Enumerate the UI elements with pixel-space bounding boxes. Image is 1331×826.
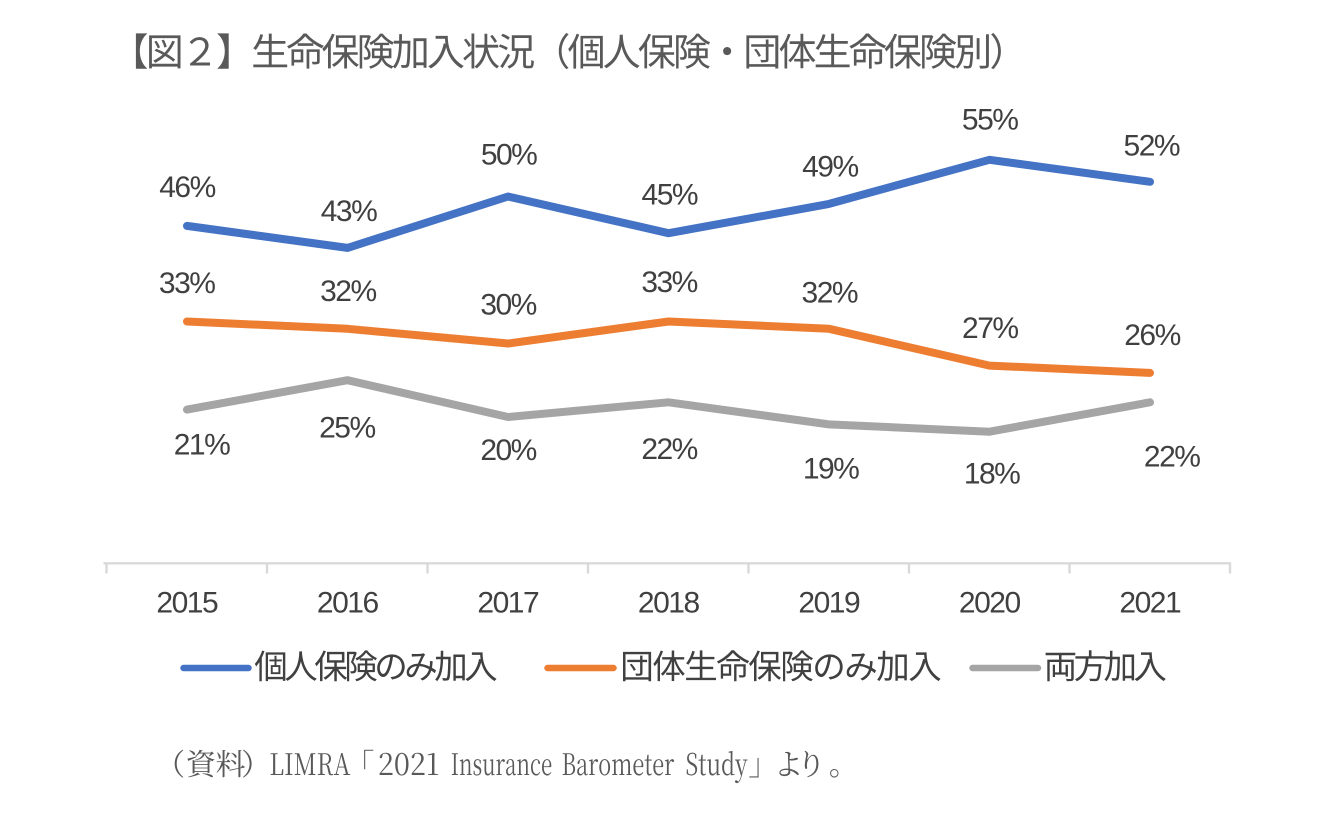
svg-text:50%: 50%: [481, 138, 537, 171]
svg-text:55%: 55%: [962, 104, 1018, 137]
svg-text:33%: 33%: [641, 266, 697, 299]
svg-text:2015: 2015: [156, 587, 218, 620]
svg-text:19%: 19%: [803, 453, 859, 486]
svg-text:45%: 45%: [642, 178, 698, 211]
svg-text:2020: 2020: [959, 587, 1021, 620]
svg-text:2018: 2018: [638, 587, 700, 620]
svg-text:22%: 22%: [1144, 441, 1200, 474]
svg-text:20%: 20%: [480, 434, 536, 467]
svg-text:43%: 43%: [321, 195, 377, 228]
svg-text:46%: 46%: [159, 171, 215, 204]
svg-text:32%: 32%: [320, 275, 376, 308]
svg-text:49%: 49%: [802, 151, 858, 184]
svg-text:25%: 25%: [319, 412, 375, 445]
svg-text:33%: 33%: [159, 267, 215, 300]
svg-text:52%: 52%: [1124, 129, 1180, 162]
svg-text:22%: 22%: [641, 433, 697, 466]
svg-text:30%: 30%: [480, 289, 536, 322]
svg-text:27%: 27%: [962, 312, 1018, 345]
svg-text:18%: 18%: [964, 458, 1020, 491]
svg-text:2016: 2016: [317, 587, 379, 620]
svg-text:32%: 32%: [802, 277, 858, 310]
svg-text:2021: 2021: [1119, 587, 1181, 620]
svg-text:2019: 2019: [798, 587, 860, 620]
svg-text:2017: 2017: [477, 587, 539, 620]
svg-text:26%: 26%: [1124, 319, 1180, 352]
svg-text:21%: 21%: [174, 429, 230, 462]
